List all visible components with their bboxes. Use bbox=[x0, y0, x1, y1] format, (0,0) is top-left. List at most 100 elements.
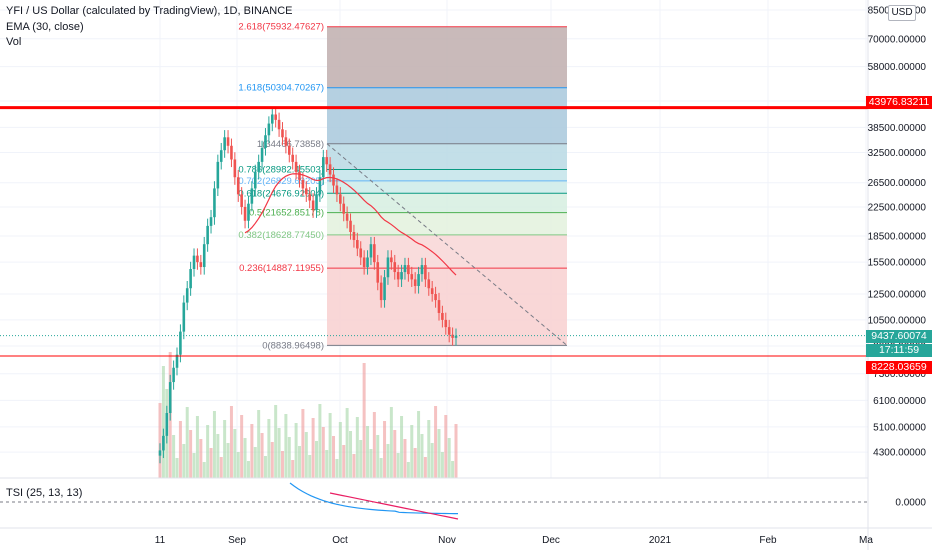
horizontal-lines[interactable] bbox=[0, 106, 868, 357]
candle-body bbox=[454, 335, 458, 338]
volume-bar bbox=[189, 430, 193, 478]
vol-label: Vol bbox=[6, 36, 22, 48]
volume-bar bbox=[454, 424, 458, 478]
fib-zone bbox=[327, 180, 567, 194]
legend-tsi[interactable]: TSI (25, 13, 13) bbox=[6, 486, 82, 500]
fib-zone bbox=[327, 87, 567, 144]
volume-bar bbox=[369, 449, 373, 478]
candle-body bbox=[230, 145, 233, 160]
volume-bar bbox=[440, 452, 444, 478]
fib-zone bbox=[327, 169, 567, 181]
legend-title: YFI / US Dollar (calculated by TradingVi… bbox=[6, 4, 293, 18]
volume-bar bbox=[301, 409, 305, 478]
time-tick: Dec bbox=[542, 535, 560, 546]
volume-bar bbox=[182, 444, 186, 478]
candle-body bbox=[403, 265, 407, 273]
volume-bar bbox=[226, 443, 230, 478]
volume-bar bbox=[243, 438, 247, 478]
volume-bar bbox=[355, 417, 359, 478]
candlestick-series bbox=[158, 107, 458, 464]
volume-bar bbox=[172, 435, 176, 478]
fib-zone bbox=[327, 193, 567, 213]
candle-body bbox=[284, 137, 288, 146]
volume-bar bbox=[199, 439, 203, 478]
fib-level-label: 0(8838.96498) bbox=[262, 340, 324, 351]
candle-body bbox=[294, 161, 298, 172]
fib-level-label: 0.5(21652.85178) bbox=[249, 208, 324, 219]
time-tick: Ma bbox=[859, 535, 873, 546]
candle-body bbox=[253, 171, 257, 189]
volume-bar bbox=[287, 437, 291, 478]
volume-bar bbox=[209, 448, 213, 478]
volume-bar bbox=[338, 422, 342, 478]
candle-body bbox=[451, 334, 454, 338]
currency-button[interactable]: USD bbox=[888, 5, 916, 21]
volume-bar bbox=[447, 438, 451, 478]
candle-body bbox=[410, 274, 414, 280]
candle-body bbox=[213, 188, 216, 218]
fib-zone bbox=[327, 268, 567, 346]
volume-bar bbox=[379, 458, 383, 478]
fib-retracement[interactable]: 0(8838.96498) 0.236(14887.11955) 0.382(186… bbox=[238, 22, 567, 352]
candle-body bbox=[185, 288, 189, 303]
fib-zone bbox=[327, 212, 567, 235]
volume-bar bbox=[362, 363, 366, 478]
legend-vol[interactable]: Vol bbox=[6, 35, 21, 49]
price-tick: 58000.00000 bbox=[868, 62, 927, 73]
candle-body bbox=[202, 244, 206, 268]
candle-body bbox=[339, 194, 342, 204]
trend-line[interactable] bbox=[326, 143, 568, 346]
candle-body bbox=[219, 150, 223, 162]
grid bbox=[0, 0, 868, 478]
candle-body bbox=[304, 188, 308, 195]
volume-bar bbox=[444, 415, 448, 478]
candle-body bbox=[437, 300, 441, 313]
candle-body bbox=[373, 244, 376, 263]
volume-bar bbox=[280, 451, 284, 478]
volume-bar bbox=[219, 457, 223, 478]
volume-bar bbox=[277, 428, 281, 478]
tsi-pane bbox=[0, 477, 868, 520]
volume-bars bbox=[158, 352, 458, 478]
volume-bar bbox=[260, 433, 264, 478]
candle-body bbox=[236, 177, 240, 195]
price-tick: 26500.00000 bbox=[868, 178, 927, 189]
volume-bar bbox=[185, 407, 189, 478]
volume-bar bbox=[216, 434, 220, 478]
volume-bar bbox=[376, 435, 380, 478]
last-price-tag: 9437.60074 bbox=[866, 330, 932, 343]
price-tick: 5100.00000 bbox=[873, 422, 926, 433]
candle-body bbox=[318, 177, 322, 195]
candle-body bbox=[162, 435, 165, 451]
candle-body bbox=[257, 161, 260, 172]
volume-bar bbox=[206, 425, 210, 478]
candle-body bbox=[441, 312, 444, 320]
legend-ema[interactable]: EMA (30, close) bbox=[6, 20, 84, 34]
volume-bar bbox=[233, 429, 237, 478]
volume-bar bbox=[413, 448, 417, 478]
candle-body bbox=[366, 257, 369, 268]
candle-body bbox=[396, 272, 400, 280]
candle-body bbox=[420, 265, 424, 275]
candle-body bbox=[192, 255, 196, 270]
tsi-label: TSI (25, 13, 13) bbox=[6, 487, 83, 499]
candle-body bbox=[383, 277, 386, 301]
volume-bar bbox=[192, 453, 196, 478]
volume-bar bbox=[294, 423, 298, 478]
volume-bar bbox=[311, 418, 315, 478]
volume-bar bbox=[263, 456, 267, 478]
volume-bar bbox=[304, 432, 308, 478]
price-tick: 7300.00000 bbox=[873, 369, 926, 380]
candle-body bbox=[270, 114, 274, 124]
candle-body bbox=[345, 213, 349, 221]
candle-body bbox=[223, 137, 226, 151]
volume-bar bbox=[427, 420, 431, 478]
candle-body bbox=[362, 257, 366, 268]
volume-bar bbox=[270, 442, 274, 478]
fib-zone bbox=[327, 26, 567, 88]
volume-bar bbox=[349, 431, 353, 478]
fib-level-label: 2.618(75932.47627) bbox=[238, 22, 324, 33]
candle-body bbox=[206, 225, 209, 245]
volume-bar bbox=[451, 461, 455, 478]
